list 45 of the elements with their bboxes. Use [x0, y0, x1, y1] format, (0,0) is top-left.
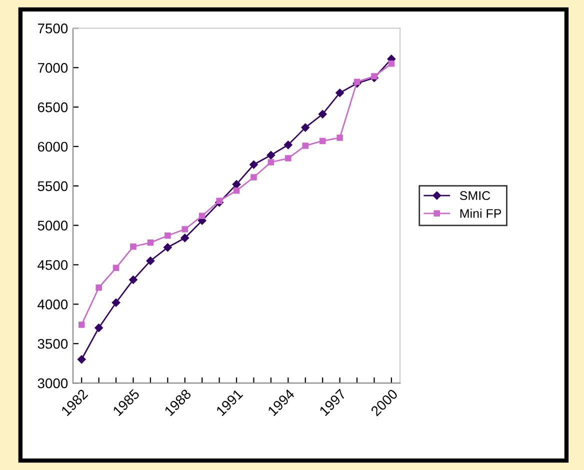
y-tick-label: 7500 — [38, 24, 68, 34]
point — [371, 73, 378, 80]
point — [354, 78, 360, 85]
legend-label: SMIC — [460, 191, 490, 200]
y-tick-label: 7000 — [38, 62, 68, 73]
point — [130, 244, 136, 250]
point — [250, 160, 258, 169]
y-tick-label: 3000 — [38, 378, 68, 388]
point — [78, 322, 85, 328]
y-tick-label: 5500 — [38, 181, 68, 192]
y-tick-label: 4000 — [38, 300, 68, 310]
point — [180, 234, 190, 242]
point — [285, 155, 292, 162]
point — [96, 284, 102, 291]
y-tick-label: 3500 — [38, 338, 68, 349]
point — [266, 151, 276, 160]
point — [388, 60, 395, 67]
point — [216, 198, 222, 204]
point — [94, 324, 103, 332]
point — [147, 240, 154, 246]
point — [129, 276, 138, 284]
point — [182, 226, 188, 232]
point — [112, 298, 120, 307]
legend-label: Mini FP — [460, 208, 502, 218]
y-tick-label: 5000 — [38, 220, 68, 231]
y-tick-label: 6500 — [38, 102, 68, 112]
point — [164, 232, 171, 239]
point — [233, 188, 240, 194]
point — [232, 180, 241, 188]
y-tick-label: 4500 — [38, 260, 68, 270]
point — [336, 134, 343, 141]
point — [336, 88, 344, 97]
point — [146, 256, 155, 265]
point — [164, 243, 172, 252]
point — [198, 212, 206, 219]
point — [319, 138, 326, 144]
point — [77, 355, 86, 364]
point — [302, 142, 308, 149]
point — [318, 110, 327, 118]
y-tick-label: 6000 — [38, 142, 68, 152]
point — [268, 159, 274, 166]
point — [284, 140, 292, 150]
point — [112, 264, 120, 272]
point — [301, 123, 310, 132]
point — [250, 174, 257, 180]
